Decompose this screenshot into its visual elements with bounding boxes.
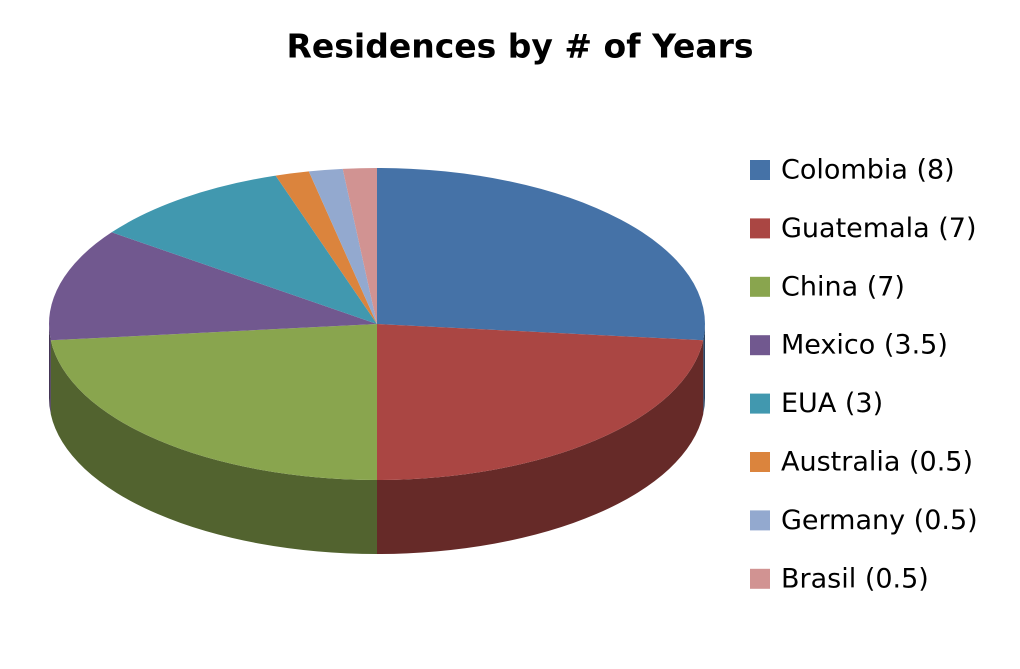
- legend-label: Mexico (3.5): [781, 330, 948, 361]
- pie-slice: [275, 171, 377, 324]
- pie-slice: [111, 175, 377, 324]
- legend-label: Brasil (0.5): [781, 563, 929, 594]
- pie-side: [50, 340, 378, 554]
- legend-swatch: [750, 452, 770, 472]
- chart-title: Residences by # of Years: [286, 27, 753, 66]
- legend-swatch: [750, 160, 770, 180]
- legend-swatch: [750, 393, 770, 414]
- pie-slice: [377, 324, 704, 480]
- legend-label: Guatemala (7): [781, 213, 977, 244]
- pie-slice: [48, 232, 377, 341]
- pie-slice: [308, 168, 377, 324]
- pie-side: [703, 324, 705, 415]
- pie-side: [49, 324, 51, 415]
- legend-swatch: [750, 218, 770, 239]
- legend-swatch: [750, 276, 770, 297]
- legend-label: Germany (0.5): [781, 505, 978, 536]
- pie-slice: [377, 168, 705, 341]
- legend-label: EUA (3): [781, 388, 883, 419]
- legend-swatch: [750, 568, 770, 589]
- legend-swatch: [750, 335, 770, 356]
- legend-label: Australia (0.5): [781, 447, 973, 478]
- legend-swatch: [750, 510, 770, 531]
- legend-label: China (7): [781, 271, 905, 302]
- pie-slice: [342, 168, 377, 324]
- pie-slice: [50, 324, 378, 480]
- pie-side: [377, 340, 704, 554]
- legend-label: Colombia (8): [781, 155, 955, 186]
